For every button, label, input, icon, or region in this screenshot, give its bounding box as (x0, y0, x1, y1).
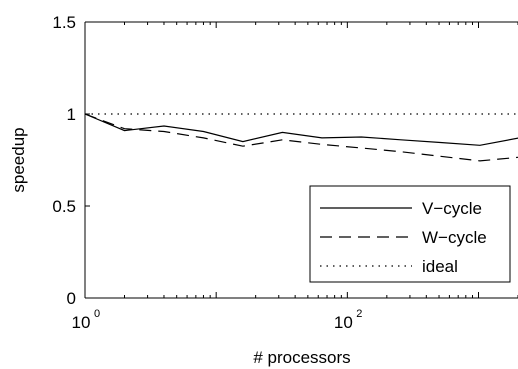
y-tick-label: 0 (67, 289, 76, 308)
legend-label: W−cycle (422, 228, 487, 247)
legend-box (309, 185, 511, 283)
series-layer (84, 113, 518, 162)
y-tick-label: 1 (67, 105, 76, 124)
legend: V−cycle W−cycle ideal (309, 185, 511, 283)
x-tick-exponent: 2 (356, 308, 362, 320)
x-axis-label: # processors (253, 348, 350, 367)
y-tick-label: 1.5 (52, 13, 76, 32)
series-line-dashed (84, 113, 518, 162)
y-axis-label: speedup (9, 127, 28, 192)
axis-ticks: 00.511.510 0 10 2 (52, 13, 518, 332)
legend-label: ideal (422, 257, 458, 276)
legend-label: V−cycle (422, 199, 482, 218)
x-tick-label: 10 (334, 313, 353, 332)
x-tick-exponent: 0 (94, 308, 100, 320)
x-tick-label: 10 (72, 313, 91, 332)
y-tick-label: 0.5 (52, 197, 76, 216)
plot-frame (84, 21, 518, 299)
series-line-solid (84, 113, 518, 146)
